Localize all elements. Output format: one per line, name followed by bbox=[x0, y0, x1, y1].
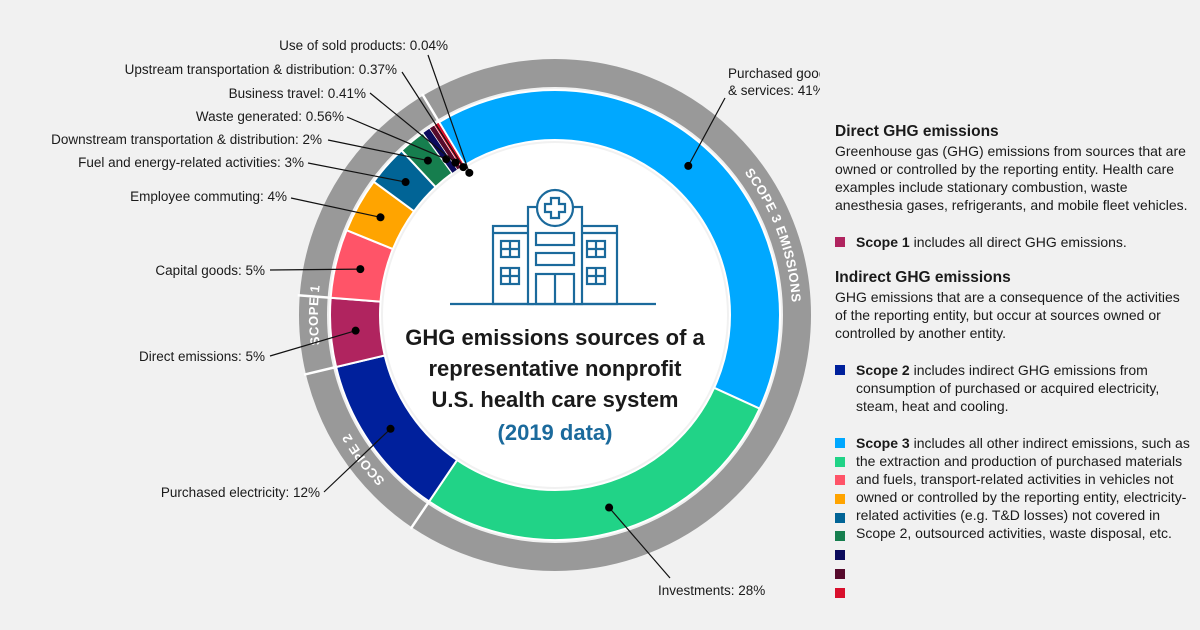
slice-0 bbox=[437, 89, 781, 410]
leader-line-2 bbox=[323, 428, 391, 493]
slice-label-8: Waste generated: 0.56% bbox=[196, 109, 344, 124]
leader-line-11 bbox=[427, 54, 470, 174]
leader-dot-9 bbox=[451, 158, 460, 167]
leader-dot-4 bbox=[356, 265, 365, 274]
indirect-description: GHG emissions that are a consequence of … bbox=[835, 289, 1180, 341]
scope-2-label: Scope 2 bbox=[856, 362, 910, 378]
chart-title-line-3: U.S. health care system bbox=[431, 387, 678, 412]
hospital-icon bbox=[450, 188, 656, 306]
scope-ring-label-text: SCOPE 1 bbox=[306, 284, 322, 346]
leader-dot-11 bbox=[465, 168, 474, 177]
scope-2-text: includes indirect GHG emissions from con… bbox=[856, 362, 1160, 414]
leader-dot-2 bbox=[386, 424, 395, 433]
scope-3-swatch-7 bbox=[835, 568, 845, 579]
leader-line-0 bbox=[687, 97, 726, 167]
scope-3-label: Scope 3 bbox=[856, 435, 910, 451]
leader-dot-1 bbox=[605, 503, 614, 512]
scope-divider bbox=[409, 500, 431, 530]
slice-label-3: Direct emissions: 5% bbox=[139, 349, 265, 364]
scope-divider bbox=[303, 365, 337, 376]
legend-panel: Direct GHG emissions Greenhouse gas (GHG… bbox=[835, 122, 1195, 598]
center-circle bbox=[383, 143, 727, 487]
legend-scope-1: Scope 1 includes all direct GHG emission… bbox=[835, 233, 1195, 251]
scope-3-swatches bbox=[835, 438, 845, 606]
direct-description: Greenhouse gas (GHG) emissions from sour… bbox=[835, 143, 1188, 213]
legend-scope-3: Scope 3 includes all other indirect emis… bbox=[835, 434, 1195, 598]
scope-3-swatch-2 bbox=[835, 475, 845, 486]
leader-dot-10 bbox=[459, 163, 468, 172]
scope-1-text: includes all direct GHG emissions. bbox=[909, 234, 1127, 250]
leader-line-5 bbox=[290, 197, 381, 218]
scope-1-label: Scope 1 bbox=[856, 234, 910, 250]
direct-heading: Direct GHG emissions bbox=[835, 123, 999, 140]
scope-2-swatch bbox=[835, 365, 845, 375]
leader-line-1 bbox=[608, 507, 671, 579]
leader-line-9 bbox=[369, 92, 456, 164]
slice-label-6: Fuel and energy-related activities: 3% bbox=[78, 155, 304, 170]
slice-label-0: & services: 41% bbox=[728, 83, 820, 98]
scope-3-swatch-1 bbox=[835, 456, 845, 467]
leader-dot-3 bbox=[351, 326, 360, 335]
scope-divider bbox=[421, 93, 441, 123]
leader-dot-0 bbox=[684, 161, 693, 170]
scope-3-swatch-6 bbox=[835, 550, 845, 561]
leader-line-4 bbox=[269, 268, 361, 271]
leader-line-3 bbox=[269, 330, 356, 357]
leader-dot-8 bbox=[442, 155, 451, 164]
scope-ring-label-1: SCOPE 1 bbox=[306, 284, 323, 346]
slice-label-2: Purchased electricity: 12% bbox=[161, 485, 320, 500]
leader-dot-6 bbox=[401, 178, 410, 187]
scope-3-swatch-0 bbox=[835, 438, 845, 448]
slice-label-7: Downstream transportation & distribution… bbox=[51, 132, 322, 147]
scope-3-swatch-3 bbox=[835, 494, 845, 505]
scope-3-swatch-4 bbox=[835, 512, 845, 523]
leader-line-7 bbox=[327, 139, 429, 162]
indirect-heading: Indirect GHG emissions bbox=[835, 269, 1011, 286]
leader-line-8 bbox=[346, 116, 447, 160]
slice-label-5: Employee commuting: 4% bbox=[130, 189, 287, 204]
scope-1-swatch bbox=[835, 237, 845, 247]
legend-scope-2: Scope 2 includes indirect GHG emissions … bbox=[835, 361, 1195, 415]
slice-label-0: Purchased goods bbox=[728, 66, 820, 81]
leader-line-10 bbox=[401, 71, 464, 168]
slice-label-9: Business travel: 0.41% bbox=[229, 86, 366, 101]
leader-line-6 bbox=[307, 162, 406, 183]
leader-dot-7 bbox=[423, 156, 432, 165]
slice-label-1: Investments: 28% bbox=[658, 583, 765, 598]
chart-subtitle: (2019 data) bbox=[498, 420, 613, 445]
slice-label-11: Use of sold products: 0.04% bbox=[279, 38, 448, 53]
scope-ring bbox=[299, 59, 811, 571]
scope-3-swatch-8 bbox=[835, 587, 845, 598]
scope-3-swatch-5 bbox=[835, 531, 845, 542]
slice-label-4: Capital goods: 5% bbox=[155, 263, 265, 278]
leader-dot-5 bbox=[376, 213, 385, 222]
scope-3-text: includes all other indirect emissions, s… bbox=[856, 435, 1190, 541]
slice-label-10: Upstream transportation & distribution: … bbox=[125, 62, 397, 77]
scope-divider bbox=[297, 294, 331, 300]
chart-title-line-1: GHG emissions sources of a bbox=[405, 325, 705, 350]
chart-title-line-2: representative nonprofit bbox=[428, 356, 682, 381]
